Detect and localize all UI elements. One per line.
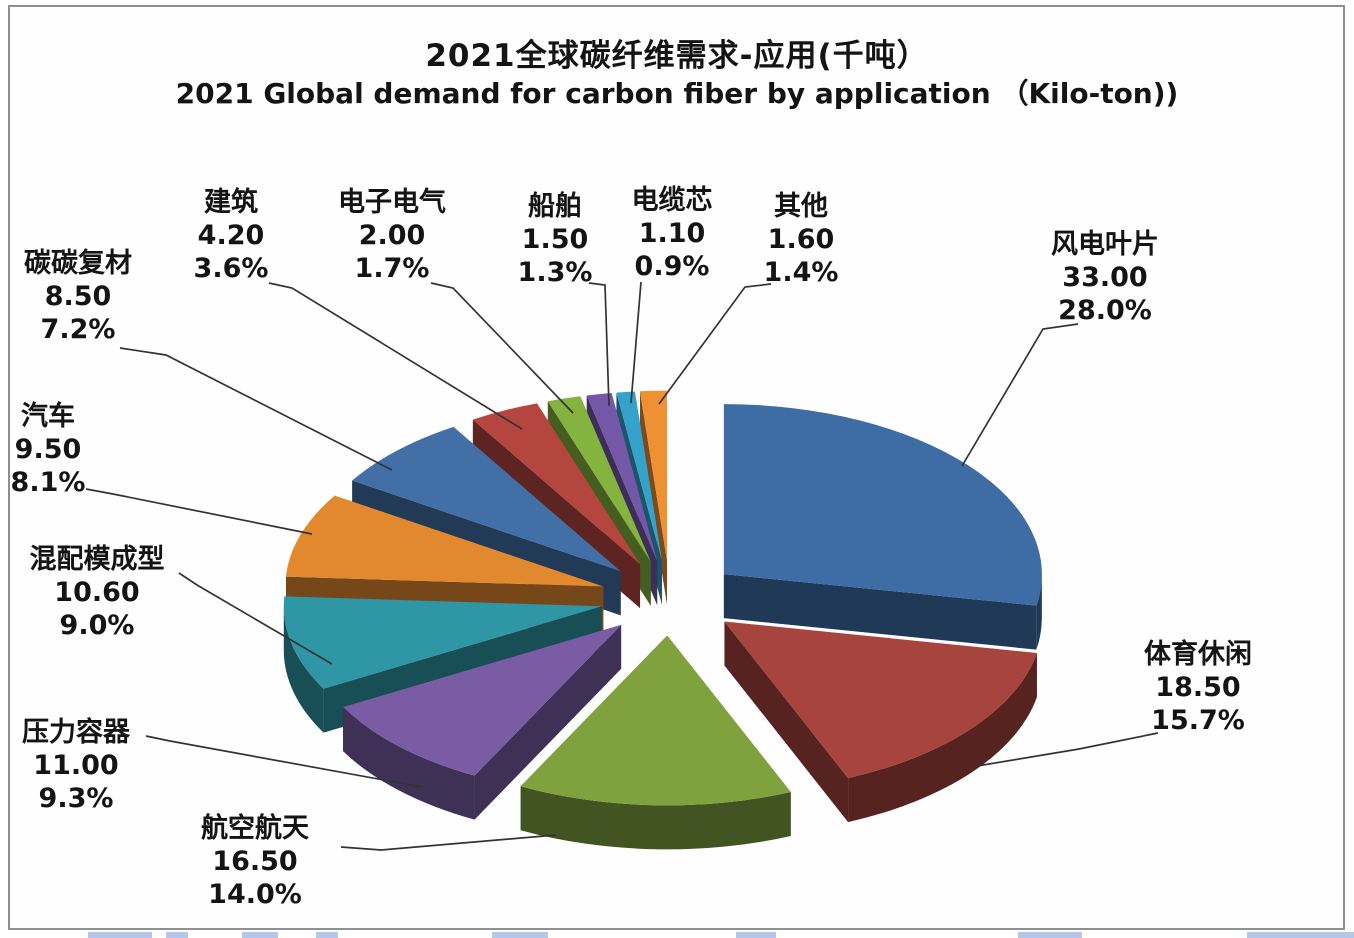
slice-name: 建筑 (203, 187, 258, 218)
strip-block (492, 932, 548, 938)
strip-block (88, 932, 152, 938)
pie-slice-top-molding-compound (283, 596, 602, 689)
pie-slice-top-carbon-carbon-composites (352, 426, 621, 572)
slice-label-sports-leisure: 体育休闲 18.50 15.7% (1144, 638, 1252, 737)
pie-slice-top-marine (586, 392, 658, 562)
slice-name: 电子电气 (338, 187, 446, 218)
slice-label-aerospace: 航空航天 16.50 14.0% (201, 812, 309, 911)
slice-name: 汽车 (20, 401, 75, 432)
slice-name: 体育休闲 (1144, 639, 1252, 670)
leader-line-wind-blades (961, 323, 1079, 467)
slice-value: 33.00 (1062, 262, 1148, 293)
slice-label-pressure-vessels: 压力容器 11.00 9.3% (22, 716, 130, 815)
slice-label-electronics: 电子电气 2.00 1.7% (338, 186, 446, 285)
pie-slice-arc-wall-wind-blades (1036, 574, 1042, 650)
slice-percent: 9.3% (38, 783, 114, 814)
slice-name: 航空航天 (201, 813, 309, 844)
slice-name: 碳碳复材 (24, 248, 132, 279)
chart-title-en: 2021 Global demand for carbon fiber by a… (175, 77, 1179, 110)
slice-value: 18.50 (1155, 672, 1241, 703)
pie-slice-arc-wall-pressure-vessels (343, 707, 475, 820)
pie-slice-top-cable-core (616, 391, 663, 561)
leader-line-molding-compound (178, 572, 333, 665)
leader-line-pressure-vessels (145, 735, 423, 788)
pie-slice-arc-wall-aerospace (520, 786, 791, 850)
slice-label-marine: 船舶 1.50 1.3% (518, 190, 593, 289)
leader-line-sports-leisure (976, 732, 1159, 767)
slice-value: 9.50 (14, 434, 82, 465)
pie-slice-top-sports-leisure (724, 621, 1037, 779)
slice-percent: 15.7% (1151, 705, 1245, 736)
leader-line-marine (588, 282, 610, 407)
slice-percent: 14.0% (208, 879, 302, 910)
pie-slice-top-aerospace (520, 635, 791, 806)
leader-line-aerospace (340, 834, 557, 851)
strip-block (736, 932, 776, 938)
leader-line-cable-core (630, 281, 642, 404)
leader-line-others (658, 283, 772, 405)
slice-percent: 9.0% (59, 610, 135, 641)
slice-value: 1.60 (767, 224, 835, 255)
slice-percent: 1.4% (763, 257, 839, 288)
slice-name: 压力容器 (22, 717, 130, 748)
leader-line-carbon-carbon-composites (119, 347, 393, 471)
slice-name: 风电叶片 (1051, 229, 1159, 260)
strip-block (316, 932, 338, 938)
pie-slice-arc-wall-molding-compound (283, 606, 324, 733)
slice-name: 电缆芯 (631, 185, 713, 216)
pie-slice-top-pressure-vessels (343, 624, 622, 776)
slice-name: 混配模成型 (29, 544, 165, 575)
slice-label-others: 其他 1.60 1.4% (764, 190, 839, 289)
slice-value: 2.00 (358, 220, 426, 251)
pie-slice-top-automotive (285, 495, 604, 587)
slice-percent: 7.2% (40, 314, 116, 345)
slice-percent: 8.1% (10, 467, 86, 498)
slice-value: 4.20 (197, 220, 265, 251)
pie-slice-top-others (639, 390, 668, 561)
slice-value: 11.00 (33, 750, 119, 781)
pie-slice-start-wall-pressure-vessels (474, 624, 622, 820)
leader-line-construction (268, 282, 523, 430)
slice-label-construction: 建筑 4.20 3.6% (194, 186, 269, 285)
pie-slice-top-electronics (547, 396, 651, 563)
slice-percent: 28.0% (1058, 295, 1152, 326)
slice-value: 10.60 (54, 577, 140, 608)
strip-block (1018, 932, 1082, 938)
strip-block (242, 932, 278, 938)
leader-line-automotive (85, 488, 313, 535)
slice-label-molding-compound: 混配模成型 10.60 9.0% (30, 543, 165, 642)
slice-label-cable-core: 电缆芯 1.10 0.9% (632, 184, 713, 283)
strip-block (166, 932, 188, 938)
pie-slice-end-wall-sports-leisure (724, 621, 849, 823)
slice-value: 16.50 (212, 846, 298, 877)
slice-value: 8.50 (44, 281, 112, 312)
strip-block (1247, 932, 1354, 938)
leader-line-electronics (430, 282, 574, 414)
slice-value: 1.50 (521, 224, 589, 255)
pie-slice-top-wind-blades (723, 404, 1042, 606)
slice-name: 船舶 (527, 191, 582, 222)
slice-percent: 1.7% (354, 253, 430, 284)
chart-title-cn: 2021全球碳纤维需求-应用(千吨） (425, 38, 929, 74)
slice-value: 1.10 (638, 218, 706, 249)
slice-percent: 0.9% (634, 251, 710, 282)
pie-slice-end-wall-wind-blades (723, 574, 1037, 650)
slice-label-carbon-carbon-composites: 碳碳复材 8.50 7.2% (24, 247, 132, 346)
pie-slice-arc-wall-sports-leisure (848, 652, 1037, 823)
slice-percent: 3.6% (193, 253, 269, 284)
slice-label-automotive: 汽车 9.50 8.1% (11, 400, 86, 499)
slice-name: 其他 (773, 191, 828, 222)
slice-percent: 1.3% (517, 257, 593, 288)
pie-slice-top-construction (472, 403, 641, 565)
slice-label-wind-blades: 风电叶片 33.00 28.0% (1051, 228, 1159, 327)
